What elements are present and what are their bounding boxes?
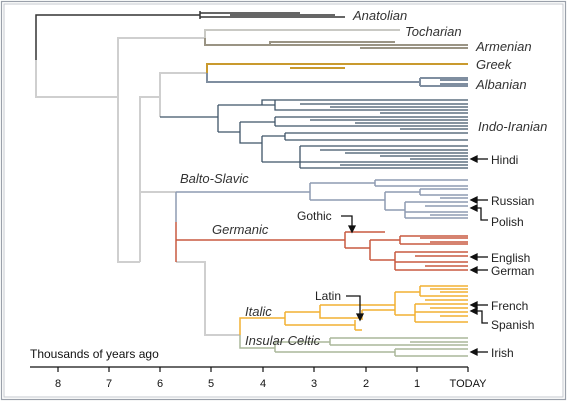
group-label-albanian: Albanian xyxy=(475,77,527,92)
language-label-french: French xyxy=(491,299,528,313)
greek-branches xyxy=(206,63,468,73)
axis-tick-1: 1 xyxy=(414,378,420,390)
backbone-branches xyxy=(35,37,240,336)
language-label-russian: Russian xyxy=(491,194,534,208)
axis-tick-6: 6 xyxy=(157,378,163,390)
language-label-german: German xyxy=(491,264,534,278)
inner-frame xyxy=(3,3,564,398)
germanic-branches xyxy=(175,222,468,271)
anatolian-branches xyxy=(35,11,345,60)
group-label-tocharian: Tocharian xyxy=(405,24,462,39)
indo-iranian-branches xyxy=(160,99,468,169)
group-label-greek: Greek xyxy=(476,57,513,72)
axis-tick-today: TODAY xyxy=(450,378,488,390)
language-label-gothic: Gothic xyxy=(297,209,332,223)
axis-tick-7: 7 xyxy=(106,378,112,390)
group-label-armenian: Armenian xyxy=(475,39,532,54)
group-label-italic: Italic xyxy=(245,304,272,319)
italic-branches xyxy=(239,285,468,335)
axis-tick-2: 2 xyxy=(363,378,369,390)
axis-tick-4: 4 xyxy=(260,378,266,390)
axis-label: Thousands of years ago xyxy=(30,347,159,361)
language-label-hindi: Hindi xyxy=(491,153,518,167)
albanian-branches xyxy=(206,73,468,87)
axis-tick-8: 8 xyxy=(55,378,61,390)
language-label-irish: Irish xyxy=(491,346,514,360)
language-label-english: English xyxy=(491,251,530,265)
group-label-insular-celtic: Insular Celtic xyxy=(245,333,321,348)
group-label-germanic: Germanic xyxy=(212,222,269,237)
language-label-spanish: Spanish xyxy=(491,318,534,332)
axis-tick-marks xyxy=(57,367,469,372)
language-pointers xyxy=(341,154,488,357)
axis-tick-3: 3 xyxy=(311,378,317,390)
group-label-anatolian: Anatolian xyxy=(352,8,407,23)
armenian-branches xyxy=(204,38,468,49)
group-label-balto-slavic: Balto-Slavic xyxy=(180,171,249,186)
insular-celtic-branches xyxy=(239,335,468,357)
balto-slavic-branches xyxy=(175,179,468,222)
tocharian-branches xyxy=(204,29,400,38)
time-axis: 8 7 6 5 4 3 2 1 TODAY xyxy=(30,366,488,390)
group-label-indo-iranian: Indo-Iranian xyxy=(478,119,547,134)
language-label-latin: Latin xyxy=(315,289,341,303)
axis-tick-5: 5 xyxy=(208,378,214,390)
language-label-polish: Polish xyxy=(491,215,524,229)
